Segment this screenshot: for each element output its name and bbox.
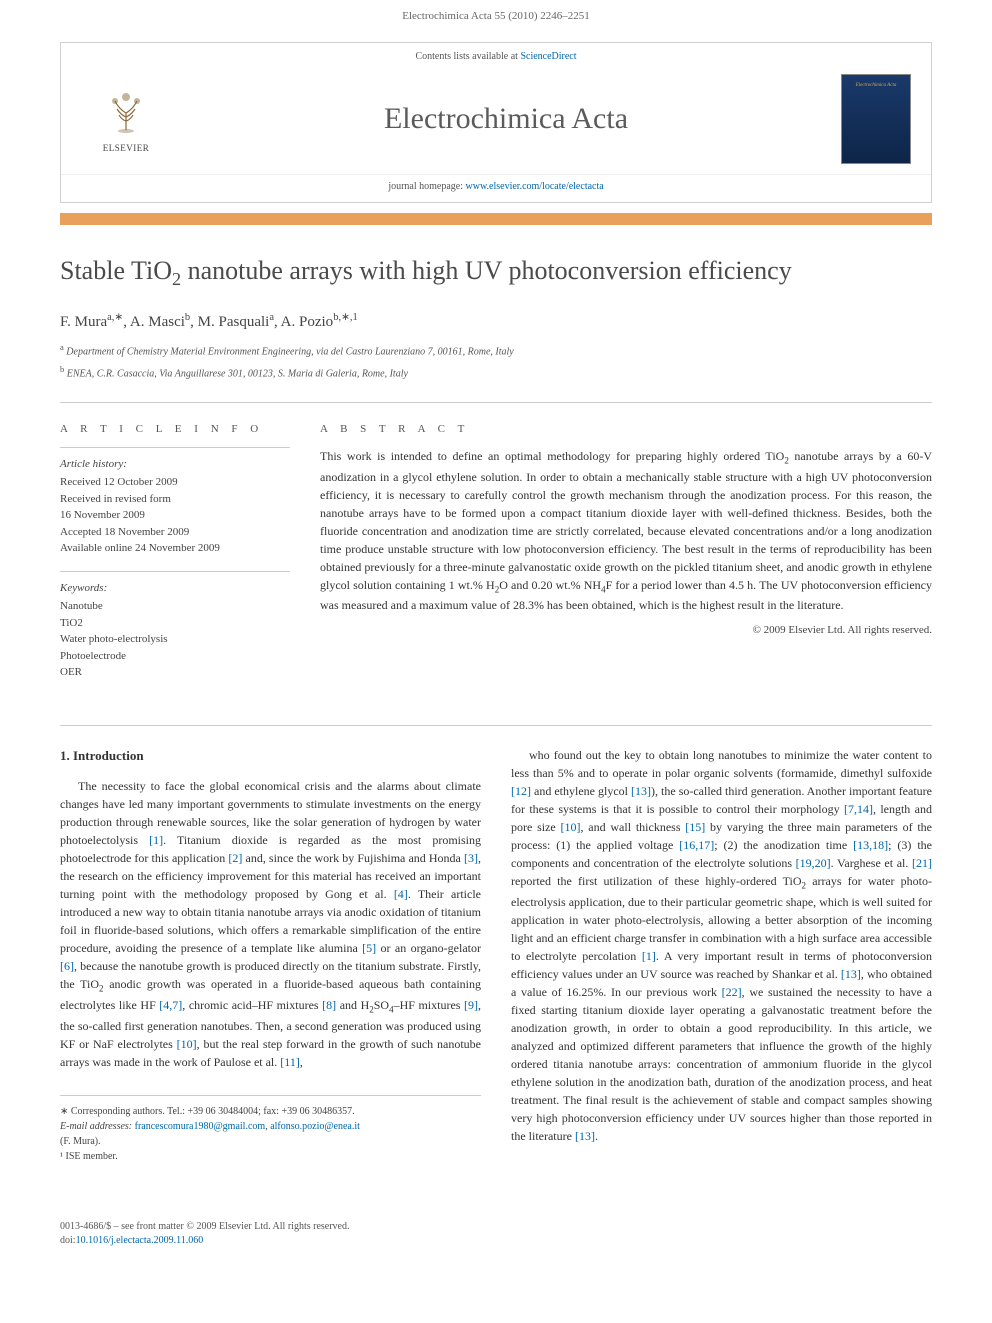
- elsevier-label: ELSEVIER: [81, 143, 171, 153]
- article-content: Stable TiO2 nanotube arrays with high UV…: [0, 255, 992, 1204]
- journal-main-row: ELSEVIER Electrochimica Acta Electrochim…: [61, 66, 931, 174]
- affiliation-a: a Department of Chemistry Material Envir…: [60, 341, 932, 359]
- body-two-column: 1. Introduction The necessity to face th…: [60, 746, 932, 1164]
- journal-header-box: Contents lists available at ScienceDirec…: [60, 42, 932, 203]
- keywords-label: Keywords:: [60, 580, 290, 597]
- ise-member: ¹ ISE member.: [60, 1149, 481, 1164]
- abstract-text: This work is intended to define an optim…: [320, 447, 932, 615]
- doi-line: doi:10.1016/j.electacta.2009.11.060: [60, 1234, 932, 1248]
- history-line: Accepted 18 November 2009: [60, 524, 290, 541]
- emails-line: E-mail addresses: francescomura1980@gmai…: [60, 1119, 481, 1134]
- journal-cover-thumb: Electrochimica Acta: [841, 74, 911, 164]
- body-paragraph: The necessity to face the global economi…: [60, 777, 481, 1071]
- sciencedirect-link[interactable]: ScienceDirect: [520, 51, 576, 62]
- authors-line: F. Muraa,∗, A. Mascib, M. Pasqualia, A. …: [60, 311, 932, 331]
- running-header: Electrochimica Acta 55 (2010) 2246–2251: [0, 0, 992, 42]
- elsevier-tree-icon: [101, 85, 151, 135]
- keyword: Water photo-electrolysis: [60, 631, 290, 648]
- doi-prefix: doi:: [60, 1235, 76, 1246]
- page-footer: 0013-4686/$ – see front matter © 2009 El…: [0, 1204, 992, 1268]
- journal-homepage-line: journal homepage: www.elsevier.com/locat…: [61, 174, 931, 202]
- elsevier-logo: ELSEVIER: [81, 85, 171, 153]
- article-info-column: A R T I C L E I N F O Article history: R…: [60, 423, 290, 695]
- footnotes-block: ∗ Corresponding authors. Tel.: +39 06 30…: [60, 1095, 481, 1164]
- journal-top-line: Contents lists available at ScienceDirec…: [61, 43, 931, 66]
- email-link[interactable]: alfonso.pozio@enea.it: [270, 1121, 360, 1132]
- info-abstract-row: A R T I C L E I N F O Article history: R…: [60, 423, 932, 695]
- journal-name: Electrochimica Acta: [171, 102, 841, 136]
- article-title: Stable TiO2 nanotube arrays with high UV…: [60, 255, 932, 291]
- journal-homepage-link[interactable]: www.elsevier.com/locate/electacta: [466, 181, 604, 192]
- email-link[interactable]: francescomura1980@gmail.com: [135, 1121, 266, 1132]
- section-heading-intro: 1. Introduction: [60, 746, 481, 766]
- corresponding-authors: ∗ Corresponding authors. Tel.: +39 06 30…: [60, 1104, 481, 1119]
- abstract-heading: A B S T R A C T: [320, 423, 932, 435]
- affiliations: a Department of Chemistry Material Envir…: [60, 341, 932, 382]
- article-info-heading: A R T I C L E I N F O: [60, 423, 290, 435]
- orange-divider-bar: [60, 213, 932, 225]
- article-history-block: Article history: Received 12 October 200…: [60, 447, 290, 557]
- history-line: Received in revised form: [60, 491, 290, 508]
- cover-title: Electrochimica Acta: [846, 83, 906, 88]
- keyword: Photoelectrode: [60, 648, 290, 665]
- history-line: Available online 24 November 2009: [60, 540, 290, 557]
- homepage-prefix: journal homepage:: [388, 181, 465, 192]
- keyword: TiO2: [60, 615, 290, 632]
- email-name: (F. Mura).: [60, 1134, 481, 1149]
- history-line: Received 12 October 2009: [60, 474, 290, 491]
- history-label: Article history:: [60, 456, 290, 473]
- emails-label: E-mail addresses:: [60, 1121, 132, 1132]
- issn-line: 0013-4686/$ – see front matter © 2009 El…: [60, 1220, 932, 1234]
- divider: [60, 402, 932, 403]
- keyword: Nanotube: [60, 598, 290, 615]
- divider: [60, 725, 932, 726]
- contents-prefix: Contents lists available at: [415, 51, 520, 62]
- body-paragraph: who found out the key to obtain long nan…: [511, 746, 932, 1145]
- abstract-column: A B S T R A C T This work is intended to…: [320, 423, 932, 695]
- doi-link[interactable]: 10.1016/j.electacta.2009.11.060: [76, 1235, 204, 1246]
- keywords-block: Keywords: Nanotube TiO2 Water photo-elec…: [60, 571, 290, 681]
- affiliation-b: b ENEA, C.R. Casaccia, Via Anguillarese …: [60, 363, 932, 381]
- keyword: OER: [60, 664, 290, 681]
- abstract-copyright: © 2009 Elsevier Ltd. All rights reserved…: [320, 624, 932, 636]
- history-line: 16 November 2009: [60, 507, 290, 524]
